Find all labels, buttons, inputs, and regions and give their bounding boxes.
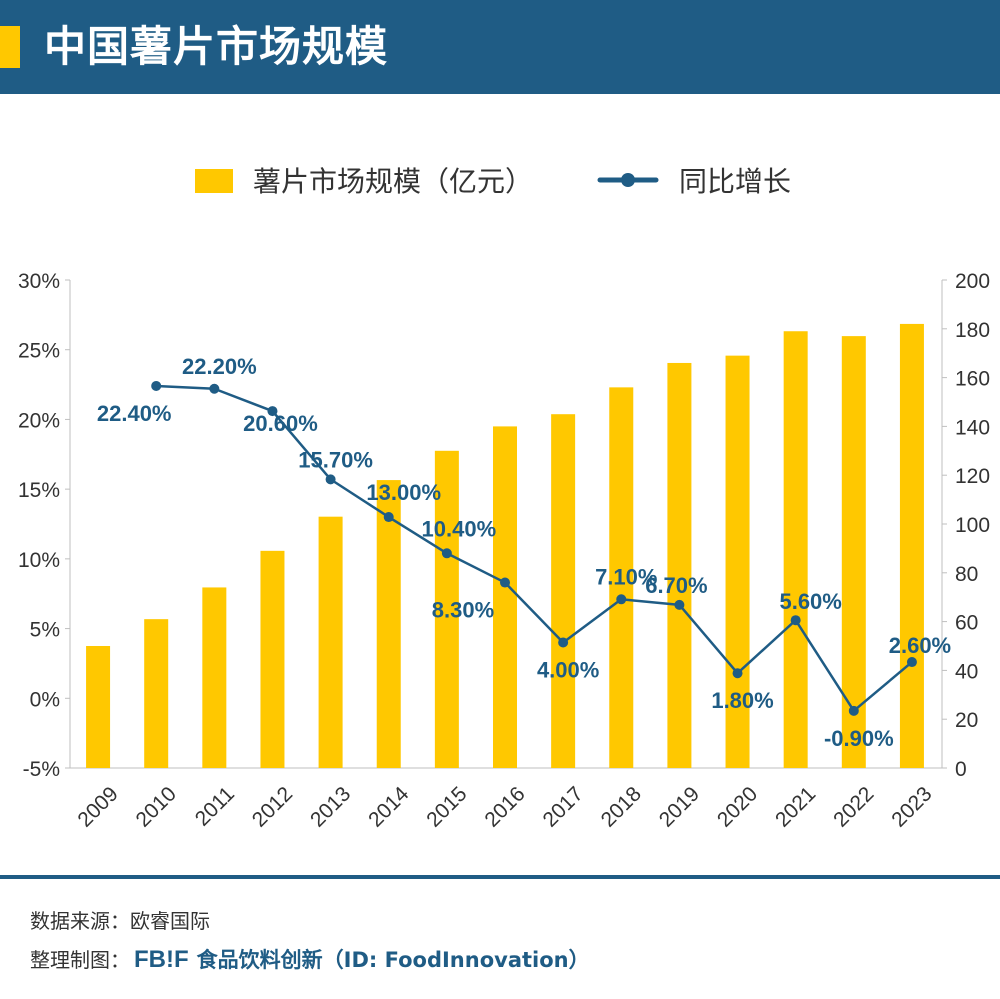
growth-point-2012 xyxy=(267,406,278,417)
right-tick-label: 120 xyxy=(955,465,990,488)
right-tick-label: 20 xyxy=(955,709,978,732)
credit-line: 整理制图： FB!F 食品饮料创新（ID: FoodInnovation） xyxy=(30,944,590,974)
growth-point-2016 xyxy=(500,577,510,588)
data-label-2019: 6.70% xyxy=(645,573,707,598)
growth-point-2020 xyxy=(732,668,743,679)
growth-point-2010 xyxy=(151,380,162,391)
data-label-2018: 7.10% xyxy=(595,564,657,589)
growth-point-2011 xyxy=(209,383,220,394)
footer-divider xyxy=(0,875,1000,879)
growth-point-2014 xyxy=(383,512,394,523)
source-value: 欧睿国际 xyxy=(130,909,210,933)
growth-point-2022 xyxy=(848,705,859,716)
data-label-2012: 20.60% xyxy=(243,411,318,436)
right-tick-label: 160 xyxy=(955,368,990,391)
page-title: 中国薯片市场规模 xyxy=(44,22,389,71)
x-tick-label: 2011 xyxy=(191,782,239,830)
right-tick-label: 180 xyxy=(955,319,990,342)
right-tick-label: 60 xyxy=(955,612,978,635)
bar-2023 xyxy=(899,323,924,768)
brand-logo: FB!F xyxy=(134,946,189,973)
x-tick-label: 2013 xyxy=(306,782,355,831)
growth-line xyxy=(156,384,913,713)
bar-2016 xyxy=(493,426,517,768)
right-tick-label: 40 xyxy=(955,660,978,683)
x-tick-label: 2018 xyxy=(597,782,646,831)
data-label-2016: 8.30% xyxy=(432,598,494,623)
x-tick-label: 2016 xyxy=(480,782,529,831)
x-tick-label: 2020 xyxy=(713,782,762,831)
title-bar: 中国薯片市场规模 xyxy=(0,0,1000,94)
data-label-2013: 15.70% xyxy=(298,447,373,472)
left-tick-label: -5% xyxy=(23,758,60,781)
right-tick-label: 100 xyxy=(955,514,990,537)
legend-bar-label: 薯片市场规模（亿元） xyxy=(253,165,533,198)
x-tick-label: 2022 xyxy=(829,782,878,831)
bar-2019 xyxy=(667,362,692,768)
source-label: 数据来源： xyxy=(30,909,130,933)
x-tick-label: 2023 xyxy=(887,782,936,831)
growth-point-2018 xyxy=(616,594,627,605)
bar-2020 xyxy=(725,355,750,768)
x-tick-label: 2014 xyxy=(364,782,414,832)
left-tick-label: 15% xyxy=(18,479,60,502)
x-tick-label: 2021 xyxy=(771,782,820,831)
x-tick-label: 2010 xyxy=(132,782,181,831)
bar-2021 xyxy=(783,331,808,768)
left-tick-label: 25% xyxy=(18,340,60,363)
made-by-label: 整理制图： xyxy=(30,948,130,972)
x-tick-label: 2019 xyxy=(655,782,704,831)
bar-2011 xyxy=(202,587,227,768)
chart: 薯片市场规模（亿元） 同比增长30%25%20%15%10%5%0%-5%2001… xyxy=(18,165,990,832)
bar-2010 xyxy=(144,619,169,768)
x-tick-label: 2017 xyxy=(539,782,588,831)
data-label-2010: 22.40% xyxy=(97,401,172,426)
right-tick-label: 80 xyxy=(955,563,978,586)
right-tick-label: 200 xyxy=(955,270,990,293)
right-tick-label: 0 xyxy=(955,758,967,781)
growth-point-2015 xyxy=(441,548,452,559)
left-tick-label: 20% xyxy=(18,409,60,432)
right-tick-label: 140 xyxy=(955,416,990,439)
bar-2015 xyxy=(434,450,459,768)
bar-2018 xyxy=(609,387,634,768)
data-label-2015: 10.40% xyxy=(422,516,497,541)
x-tick-label: 2012 xyxy=(248,782,297,831)
x-tick-label: 2015 xyxy=(422,782,471,831)
bar-2012 xyxy=(260,550,285,768)
bar-2013 xyxy=(318,516,343,768)
data-label-2020: 1.80% xyxy=(711,688,773,713)
data-label-2021: 5.60% xyxy=(779,589,841,614)
growth-point-2019 xyxy=(674,599,685,610)
source-line: 数据来源：欧睿国际 xyxy=(30,905,210,934)
growth-point-2013 xyxy=(325,474,336,485)
legend-bar-swatch xyxy=(195,169,233,193)
data-label-2014: 13.00% xyxy=(366,480,441,505)
left-tick-label: 5% xyxy=(30,619,60,642)
growth-point-2023 xyxy=(906,657,917,668)
legend-line-marker xyxy=(621,173,635,187)
bar-2017 xyxy=(551,414,576,768)
data-label-2011: 22.20% xyxy=(182,354,257,379)
bar-2022 xyxy=(841,336,866,768)
bar-2014 xyxy=(376,480,401,768)
legend-line-label: 同比增长 xyxy=(679,165,791,198)
growth-point-2021 xyxy=(790,615,801,626)
credit-text: 食品饮料创新（ID: FoodInnovation） xyxy=(196,948,590,972)
growth-point-2017 xyxy=(558,637,569,648)
left-tick-label: 10% xyxy=(18,549,60,572)
title-accent-bar xyxy=(0,26,20,68)
left-tick-label: 30% xyxy=(18,270,60,293)
left-tick-label: 0% xyxy=(30,688,60,711)
data-label-2022: -0.90% xyxy=(824,726,894,751)
data-label-2023: 2.60% xyxy=(889,633,951,658)
x-tick-label: 2009 xyxy=(73,782,122,831)
data-label-2017: 4.00% xyxy=(537,658,599,683)
bar-2009 xyxy=(86,646,111,768)
